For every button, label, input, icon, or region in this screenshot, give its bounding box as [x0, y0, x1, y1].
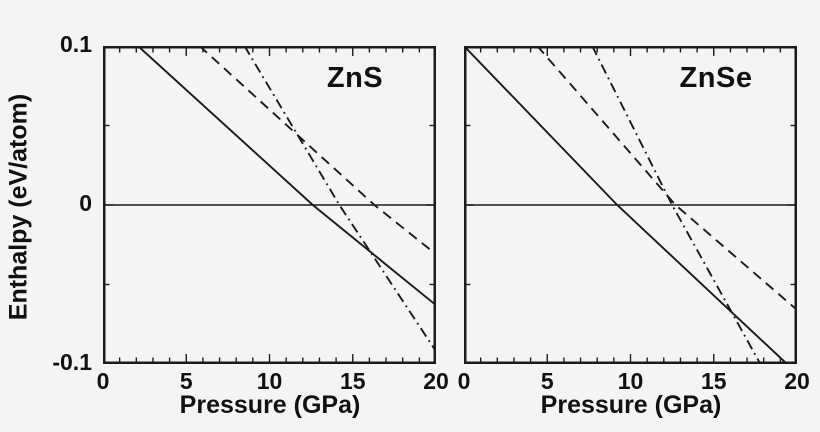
x-tick-label-zns-20: 20: [423, 368, 449, 394]
x-tick-label-znse-20: 20: [784, 368, 810, 394]
plot-frame: [103, 46, 436, 364]
x-axis-title-zns: Pressure (GPa): [179, 391, 361, 419]
x-tick-label-znse-0: 0: [457, 368, 471, 394]
panel-znse: ZnSe: [464, 46, 797, 364]
x-tick-label-zns-5: 5: [179, 368, 193, 394]
x-tick-label-zns-15: 15: [339, 368, 366, 394]
znse-plot-canvas: [464, 46, 797, 364]
y-tick-label-0: 0: [79, 190, 92, 217]
x-tick-label-znse-15: 15: [700, 368, 727, 394]
panel-title-znse: ZnSe: [679, 62, 753, 94]
panel-title-zns: ZnS: [326, 62, 384, 94]
x-tick-label-zns-10: 10: [256, 368, 283, 394]
x-tick-label-znse-10: 10: [617, 368, 644, 394]
series-dashed-phase-curve: [536, 46, 797, 311]
x-tick-label-zns-0: 0: [96, 368, 110, 394]
series-solid-phase-curve: [137, 46, 436, 306]
y-axis-title: Enthalpy (eV/atom): [4, 93, 33, 321]
series-dashed-phase-curve: [198, 46, 436, 256]
panel-zns: ZnS: [103, 46, 436, 364]
plot-frame: [464, 46, 797, 364]
x-axis-title-znse: Pressure (GPa): [540, 391, 722, 419]
series-dashdot-phase-curve: [591, 46, 762, 364]
y-tick-label-0.1: 0.1: [60, 31, 92, 58]
zns-plot-canvas: [103, 46, 436, 364]
x-tick-label-znse-5: 5: [540, 368, 554, 394]
y-tick-label--0.1: -0.1: [52, 349, 92, 376]
